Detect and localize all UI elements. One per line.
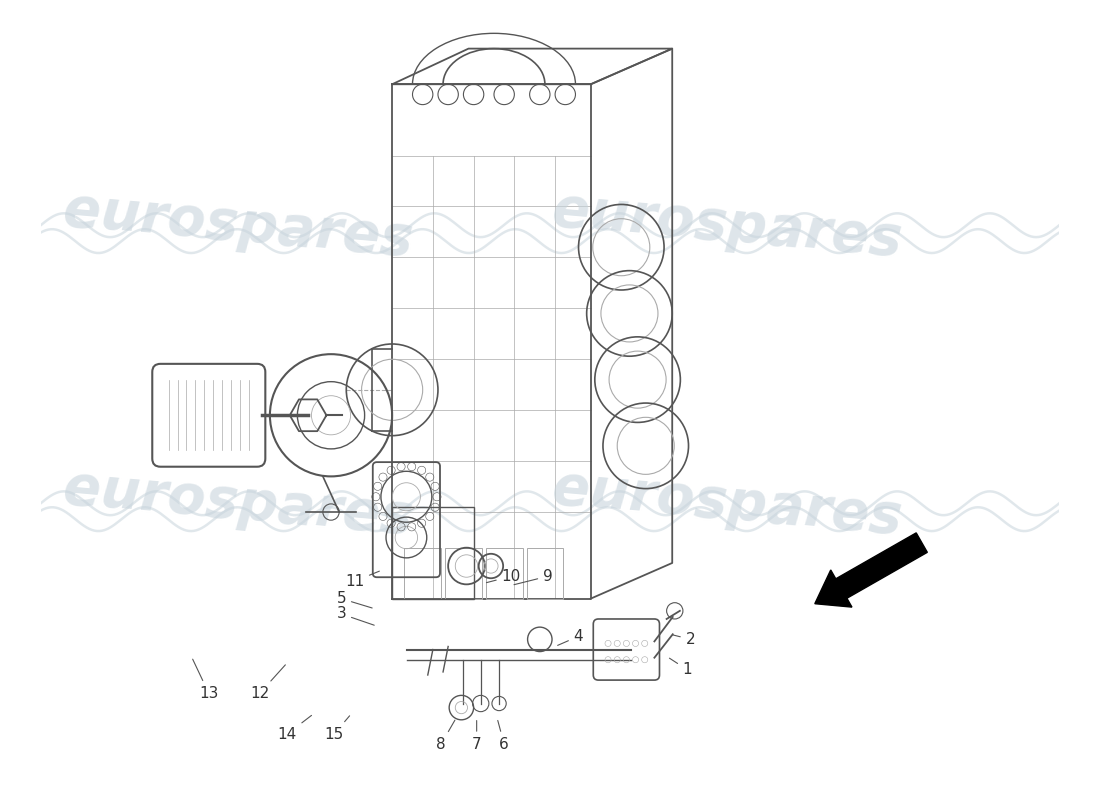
Text: 10: 10 [486,569,521,584]
Text: 2: 2 [673,632,695,647]
Text: eurospares: eurospares [550,461,904,546]
Text: eurospares: eurospares [62,461,416,546]
FancyArrow shape [815,533,927,607]
Text: eurospares: eurospares [62,183,416,267]
Text: 3: 3 [337,606,374,626]
Bar [527,548,563,598]
Text: 15: 15 [324,716,350,742]
Text: 9: 9 [514,569,553,585]
Bar [392,507,474,598]
Bar [446,548,482,598]
Text: 6: 6 [498,721,509,752]
Text: eurospares: eurospares [550,183,904,267]
Text: 12: 12 [250,665,285,701]
Text: 11: 11 [344,571,380,589]
Text: 5: 5 [337,591,372,608]
Text: 14: 14 [277,715,311,742]
Text: 13: 13 [192,659,219,701]
Text: 7: 7 [472,721,482,752]
Text: 1: 1 [670,658,692,678]
Text: 8: 8 [437,720,455,752]
Text: 4: 4 [558,629,583,646]
Bar [405,548,441,598]
Bar [486,548,522,598]
